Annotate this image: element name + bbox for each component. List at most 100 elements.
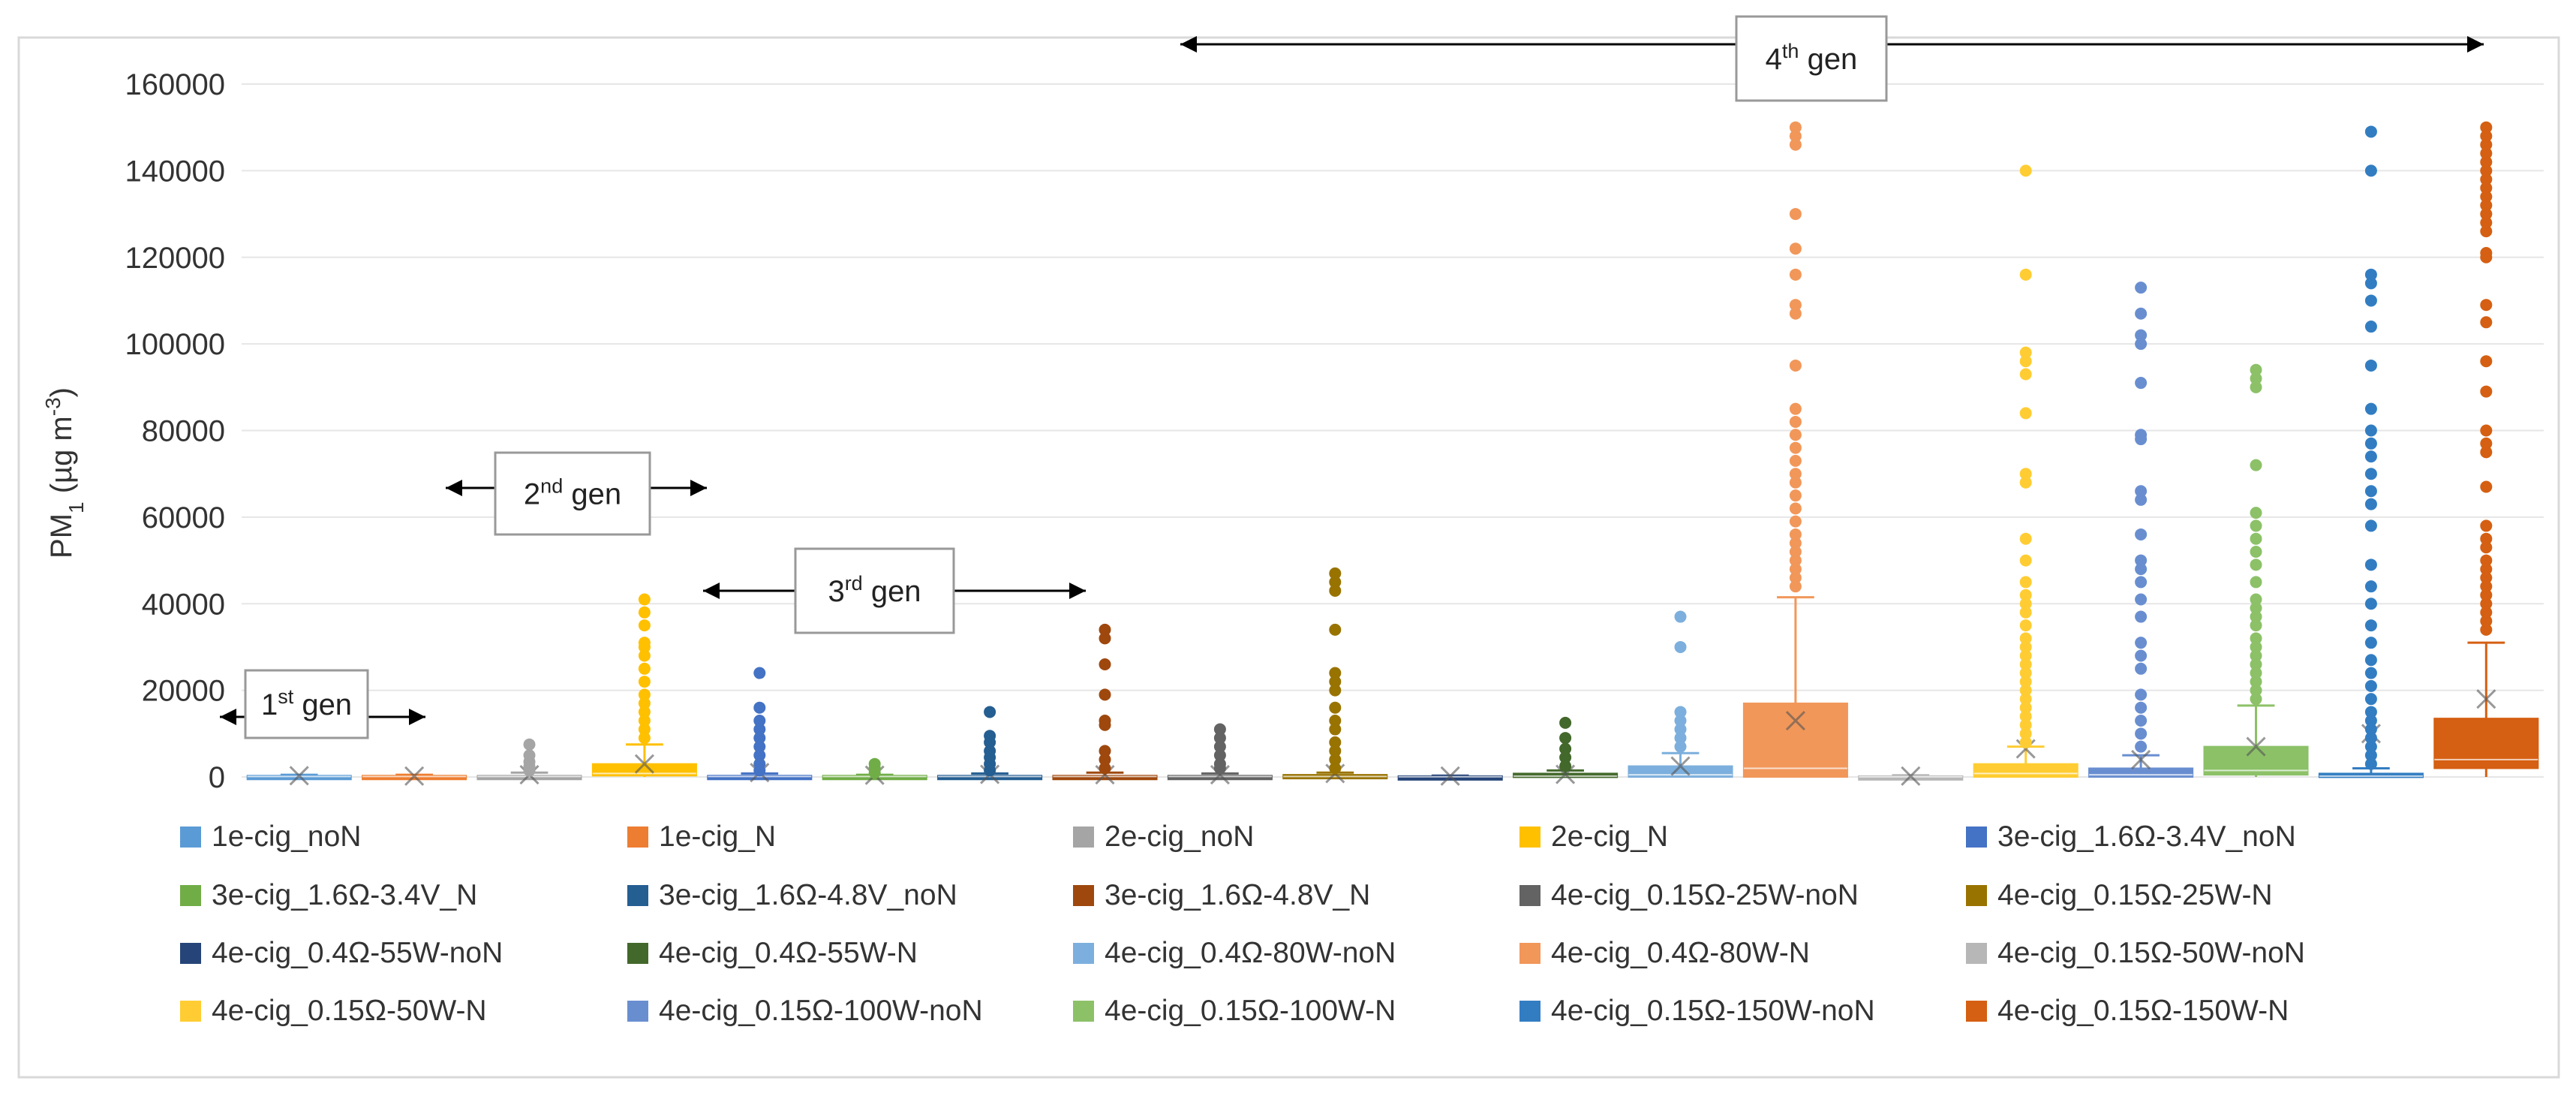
outlier-point xyxy=(2364,125,2377,138)
outlier-point xyxy=(2480,480,2493,493)
outlier-point xyxy=(753,740,766,753)
outlier-point xyxy=(2250,559,2262,571)
outlier-point xyxy=(2364,619,2377,632)
outlier-point xyxy=(2364,321,2377,333)
outlier-point xyxy=(1789,242,1802,255)
outlier-point xyxy=(2019,684,2032,697)
outlier-point xyxy=(1789,454,1802,467)
outlier-point xyxy=(2250,649,2262,662)
legend-label: 4e-cig_0.15Ω-50W-N xyxy=(212,995,487,1027)
box-4 xyxy=(707,667,813,783)
outlier-point xyxy=(1213,740,1226,753)
legend-item: 3e-cig_1.6Ω-3.4V_noN xyxy=(1966,818,2296,856)
box-mean-marker xyxy=(1670,756,1691,776)
annotation-box xyxy=(794,547,955,634)
y-tick-label: 20000 xyxy=(142,675,225,708)
legend-item: 3e-cig_1.6Ω-4.8V_noN xyxy=(627,877,957,914)
outlier-point xyxy=(1329,584,1342,597)
legend-label: 1e-cig_N xyxy=(659,820,777,853)
legend-label: 3e-cig_1.6Ω-4.8V_N xyxy=(1105,879,1371,911)
legend-swatch xyxy=(1073,943,1094,964)
outlier-point xyxy=(2480,216,2493,229)
outlier-point xyxy=(2364,437,2377,450)
y-tick-label: 40000 xyxy=(142,588,225,621)
legend-label: 1e-cig_noN xyxy=(212,820,362,853)
outlier-point xyxy=(2135,649,2148,662)
box-mean-marker xyxy=(1785,710,1805,731)
box-mean-marker xyxy=(1440,766,1460,786)
annotation-gen4: 4th gen xyxy=(1180,15,2484,102)
outlier-point xyxy=(2019,710,2032,723)
outlier-point xyxy=(1329,701,1342,714)
y-tick-label: 80000 xyxy=(142,415,225,448)
mean-stroke-b xyxy=(634,754,654,774)
outlier-point xyxy=(2364,498,2377,510)
box-mean-marker xyxy=(2246,736,2266,757)
outlier-point xyxy=(2135,740,2148,753)
box-13 xyxy=(1742,121,1848,778)
outlier-point xyxy=(2364,637,2377,649)
outlier-point xyxy=(2480,446,2493,459)
arrow-head-right xyxy=(2467,36,2484,53)
outlier-point xyxy=(638,676,651,688)
outlier-point xyxy=(2250,519,2262,532)
outlier-point xyxy=(638,619,651,632)
outlier-point xyxy=(2250,381,2262,393)
outlier-point xyxy=(1674,610,1687,623)
outlier-point xyxy=(2135,563,2148,576)
y-tick-label: 120000 xyxy=(125,242,225,275)
outlier-point xyxy=(1789,299,1802,312)
outlier-point xyxy=(2364,450,2377,463)
annotation-label: 4th gen xyxy=(1766,40,1858,76)
outlier-point xyxy=(2480,173,2493,185)
legend-item: 4e-cig_0.15Ω-150W-N xyxy=(1966,992,2289,1030)
outlier-point xyxy=(2135,493,2148,506)
outlier-point xyxy=(2480,199,2493,212)
outlier-point xyxy=(638,637,651,649)
mean-stroke-b xyxy=(1095,765,1115,785)
outlier-point xyxy=(2364,715,2377,727)
outlier-point xyxy=(2250,676,2262,688)
outlier-point xyxy=(2019,606,2032,619)
legend-swatch xyxy=(180,1001,201,1022)
annotation-box xyxy=(494,451,651,536)
box-mean-marker xyxy=(289,766,309,786)
outlier-point xyxy=(2480,182,2493,194)
box-mean-marker xyxy=(2015,739,2036,759)
mean-stroke-b xyxy=(1440,766,1460,786)
legend-label: 4e-cig_0.4Ω-55W-noN xyxy=(212,937,503,969)
outlier-point xyxy=(2480,225,2493,238)
outlier-point xyxy=(638,706,651,718)
legend-item: 3e-cig_1.6Ω-3.4V_N xyxy=(180,877,477,914)
y-tick-label: 60000 xyxy=(142,501,225,534)
outlier-point xyxy=(1789,138,1802,151)
legend-swatch xyxy=(180,943,201,964)
outlier-point xyxy=(2250,632,2262,645)
arrow-head-right xyxy=(1069,583,1086,599)
y-axis-ticks: 0 20000 40000 60000 80000 100000 120000 140000 1… xyxy=(125,68,225,794)
outlier-point xyxy=(2250,459,2262,471)
chart-border xyxy=(17,36,2560,1079)
legend-label: 4e-cig_0.15Ω-25W-N xyxy=(1997,879,2273,911)
outlier-point xyxy=(1789,268,1802,281)
outlier-point xyxy=(1099,753,1111,766)
outlier-point xyxy=(2019,632,2032,645)
outlier-point xyxy=(1674,723,1687,736)
outlier-point xyxy=(2250,507,2262,519)
outlier-point xyxy=(1674,715,1687,727)
legend-label: 4e-cig_0.15Ω-150W-N xyxy=(1997,995,2289,1027)
outlier-point xyxy=(753,667,766,679)
outlier-point xyxy=(2364,679,2377,692)
legend-item: 1e-cig_noN xyxy=(180,818,361,856)
box-iqr xyxy=(2088,767,2194,778)
outlier-point xyxy=(2135,715,2148,727)
outlier-point xyxy=(2480,606,2493,619)
arrow-head-right xyxy=(409,709,425,725)
outlier-point xyxy=(2480,598,2493,610)
outlier-point xyxy=(1789,441,1802,454)
outlier-point xyxy=(523,738,536,751)
outlier-point xyxy=(638,723,651,736)
box-6 xyxy=(937,706,1043,784)
mean-stroke-b xyxy=(289,766,309,786)
